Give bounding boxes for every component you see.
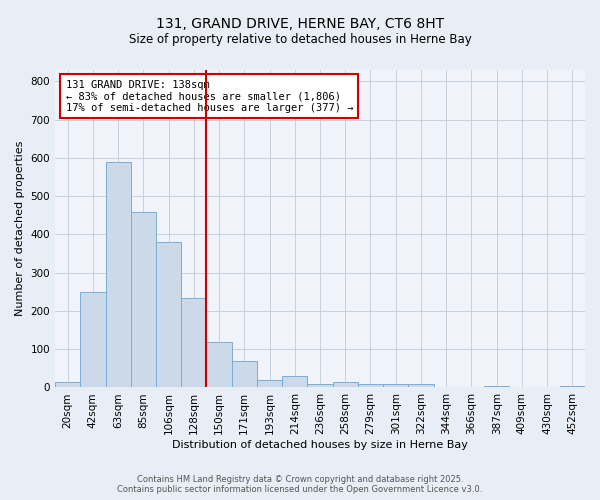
Bar	[80, 292, 106, 388]
Bar	[282, 376, 307, 388]
Bar	[307, 384, 332, 388]
Bar	[106, 162, 131, 388]
Bar	[257, 380, 282, 388]
X-axis label: Distribution of detached houses by size in Herne Bay: Distribution of detached houses by size …	[172, 440, 468, 450]
Text: 131 GRAND DRIVE: 138sqm
← 83% of detached houses are smaller (1,806)
17% of semi: 131 GRAND DRIVE: 138sqm ← 83% of detache…	[65, 80, 353, 112]
Bar	[131, 212, 156, 388]
Bar	[409, 384, 434, 388]
Bar	[232, 362, 257, 388]
Bar	[332, 382, 358, 388]
Bar	[181, 298, 206, 388]
Text: 131, GRAND DRIVE, HERNE BAY, CT6 8HT: 131, GRAND DRIVE, HERNE BAY, CT6 8HT	[156, 18, 444, 32]
Y-axis label: Number of detached properties: Number of detached properties	[15, 141, 25, 316]
Bar	[358, 384, 383, 388]
Bar	[383, 384, 409, 388]
Bar	[156, 242, 181, 388]
Bar	[55, 382, 80, 388]
Text: Contains public sector information licensed under the Open Government Licence v3: Contains public sector information licen…	[118, 485, 482, 494]
Text: Size of property relative to detached houses in Herne Bay: Size of property relative to detached ho…	[128, 32, 472, 46]
Text: Contains HM Land Registry data © Crown copyright and database right 2025.: Contains HM Land Registry data © Crown c…	[137, 475, 463, 484]
Bar	[484, 386, 509, 388]
Bar	[560, 386, 585, 388]
Bar	[206, 342, 232, 388]
